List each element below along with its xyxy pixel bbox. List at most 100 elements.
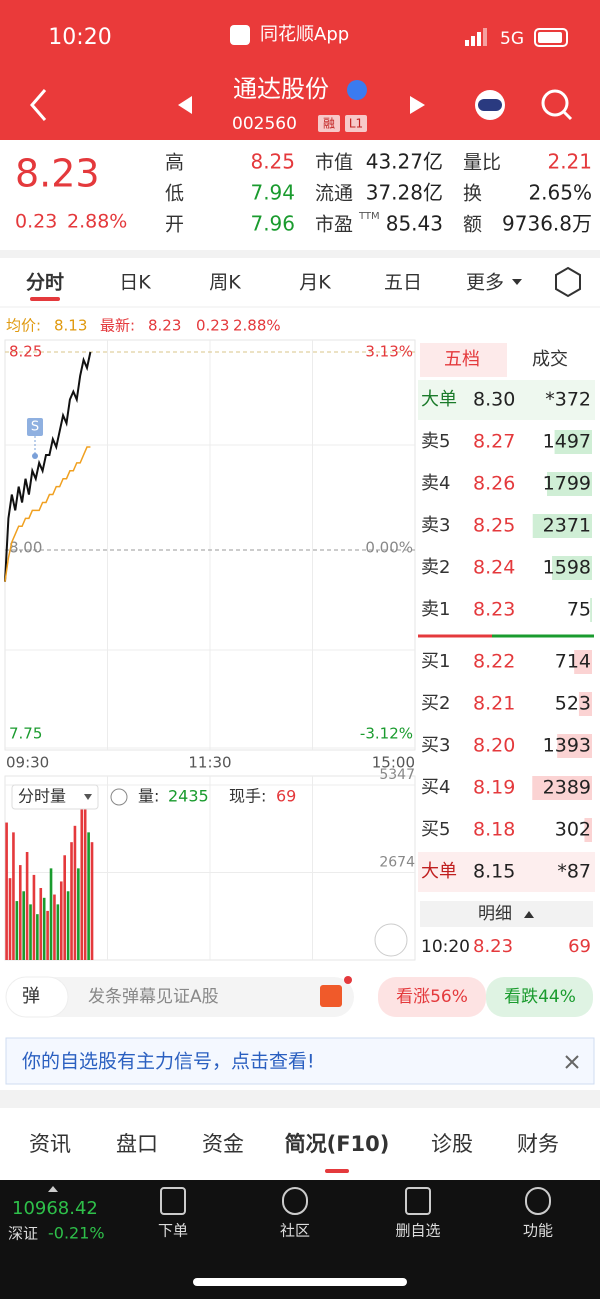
notice-text: 你的自选股有主力信号，点击查看! [22, 1051, 315, 1073]
volume-bar [59, 881, 63, 960]
back-button[interactable] [30, 89, 47, 121]
book-label: 卖2 [421, 557, 450, 578]
book-price: 8.25 [473, 515, 515, 537]
nav-icon[interactable] [405, 1187, 431, 1215]
book-label: 买4 [421, 777, 450, 798]
detail-title: 明细 [478, 904, 512, 924]
volume-bar [32, 874, 36, 960]
price-line [4, 446, 91, 582]
bottom-tab-underline [325, 1169, 349, 1173]
tab-underline [30, 297, 60, 301]
volume-bar [49, 868, 53, 960]
stat-value: 43.27亿 [366, 150, 443, 174]
home-indicator [193, 1278, 407, 1286]
change-pct: 2.88% [67, 211, 127, 233]
marker-text: S [31, 420, 39, 435]
pct-label: 3.13% [365, 343, 413, 361]
volume-bar [22, 891, 25, 960]
book-price: 8.21 [473, 693, 515, 715]
signal-bar [483, 28, 487, 46]
index-arrow [48, 1186, 58, 1192]
tab: 五日 [384, 272, 422, 294]
nav-icon[interactable] [282, 1187, 308, 1215]
separator [0, 1090, 600, 1108]
nav-icon[interactable] [525, 1187, 551, 1215]
book-volume: 1393 [543, 735, 591, 757]
badge [318, 115, 340, 132]
book-volume: 714 [555, 651, 591, 673]
volume-bar [80, 806, 84, 960]
pct-label: -3.12% [360, 725, 413, 743]
stat-label: 开 [165, 214, 184, 236]
volume-bar [63, 855, 66, 960]
marker-dot [32, 453, 38, 459]
volume-bar [547, 472, 592, 496]
avg-value: 8.13 [54, 317, 87, 335]
stock-code: 002560 [232, 114, 297, 134]
comment-badge-bg [5, 976, 69, 1018]
book-tab: 成交 [532, 349, 568, 370]
volume-bar [83, 785, 87, 960]
stat-label: 流通 [315, 183, 353, 205]
next-stock[interactable] [410, 96, 425, 114]
nav-item: 社区 [280, 1222, 310, 1240]
comment-input[interactable] [6, 977, 354, 1017]
volume-bar [557, 734, 592, 758]
stat-label: 额 [463, 214, 482, 236]
index-market: 深证 [8, 1225, 38, 1243]
index-value: 10968.42 [12, 1198, 98, 1219]
status-app: 同花顺App [260, 24, 349, 45]
volume-bar [584, 818, 592, 842]
volume-bar [578, 692, 592, 716]
settings-icon[interactable] [555, 266, 581, 298]
book-label: 卖3 [421, 515, 450, 536]
volume-bar [70, 842, 73, 960]
stat-label: 量比 [463, 152, 501, 174]
book-volume: 302 [555, 819, 591, 841]
bear-text: 看跌44% [504, 987, 576, 1007]
stat-value: 7.96 [250, 212, 295, 236]
tab-active-bg [420, 343, 507, 377]
search-icon[interactable] [541, 89, 569, 117]
volume-bar [18, 865, 22, 960]
badge-text: 融 [323, 117, 335, 131]
book-label: 卖4 [421, 473, 450, 494]
nav-icon[interactable] [160, 1187, 186, 1215]
stat-value: 8.25 [250, 150, 295, 174]
price: 8.23 [15, 152, 100, 196]
detail-arrow [524, 911, 534, 918]
book-price: 8.27 [473, 431, 515, 453]
stat-sup: TTM [358, 211, 380, 222]
app-icon [230, 25, 250, 45]
prev-stock[interactable] [178, 96, 192, 114]
bull-text: 看涨56% [396, 987, 468, 1007]
nav-item: 删自选 [395, 1222, 440, 1240]
pct-label: 0.00% [365, 539, 413, 557]
notice-close[interactable] [565, 1055, 579, 1069]
bull-button[interactable] [378, 977, 486, 1017]
expand-button[interactable] [374, 923, 408, 957]
bottom-tab: 盘口 [116, 1132, 158, 1156]
stat-label: 低 [165, 183, 184, 205]
time-label: 15:00 [372, 754, 415, 772]
verified-icon [347, 80, 367, 100]
price-line [4, 351, 92, 582]
bear-button[interactable] [486, 977, 593, 1017]
nav-item: 下单 [158, 1222, 188, 1240]
volume-bar [87, 832, 90, 960]
book-price: 8.18 [473, 819, 515, 841]
book-label: 大单 [421, 389, 457, 410]
marker-box [27, 418, 43, 436]
bottom-tab: 简况(F10) [285, 1132, 390, 1156]
stock-name: 通达股份 [233, 75, 329, 103]
book-label: 买3 [421, 735, 450, 756]
notice-box[interactable] [5, 1037, 595, 1085]
volume-bar [56, 904, 60, 960]
volume-bar [552, 556, 592, 580]
comment-badge: 弹 [22, 986, 40, 1007]
volume-title-box[interactable] [11, 784, 99, 810]
y-tick-label: 2674 [379, 854, 415, 870]
info-pct: 2.88% [233, 317, 281, 335]
book-volume: 1598 [543, 557, 591, 579]
